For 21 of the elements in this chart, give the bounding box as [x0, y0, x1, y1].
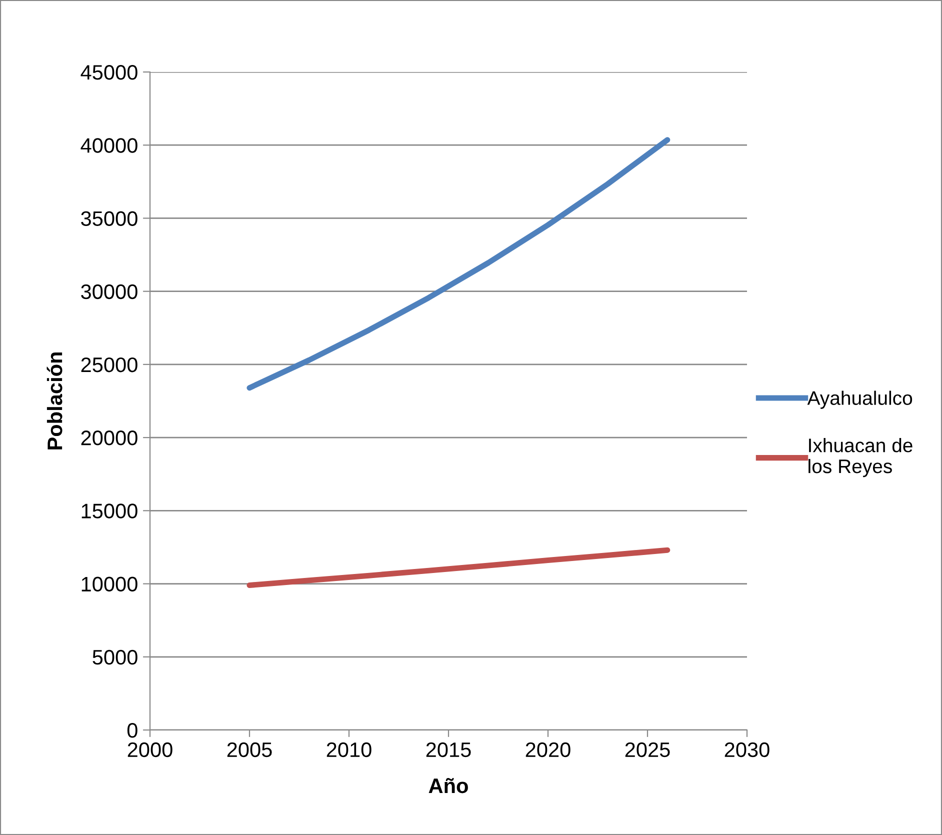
- y-tick-label: 35000: [81, 211, 138, 226]
- y-tick-label: 25000: [81, 357, 138, 372]
- y-tick-label: 15000: [82, 504, 138, 518]
- x-tick-label: 2000: [128, 742, 172, 758]
- legend-label: Ixhuacan de los Reyes: [808, 438, 912, 478]
- x-tick-label: 2010: [326, 742, 372, 758]
- y-tick-label: 0: [127, 723, 138, 738]
- y-tick-label: 30000: [81, 284, 138, 300]
- y-axis-title: Población: [46, 352, 62, 450]
- x-tick-label: 2020: [526, 742, 570, 758]
- x-axis-title: Año: [428, 778, 468, 794]
- legend-label: Ayahualulco: [807, 390, 912, 409]
- x-tick-label: 2005: [227, 742, 272, 758]
- y-tick-label: 20000: [81, 430, 138, 446]
- x-tick-label: 2025: [625, 742, 670, 758]
- x-tick-label: 2030: [724, 742, 770, 758]
- y-tick-label: 5000: [92, 650, 138, 665]
- y-tick-label: 45000: [80, 65, 138, 80]
- x-tick-label: 2015: [426, 742, 471, 758]
- y-tick-label: 40000: [80, 138, 138, 153]
- y-tick-label: 10000: [82, 576, 138, 592]
